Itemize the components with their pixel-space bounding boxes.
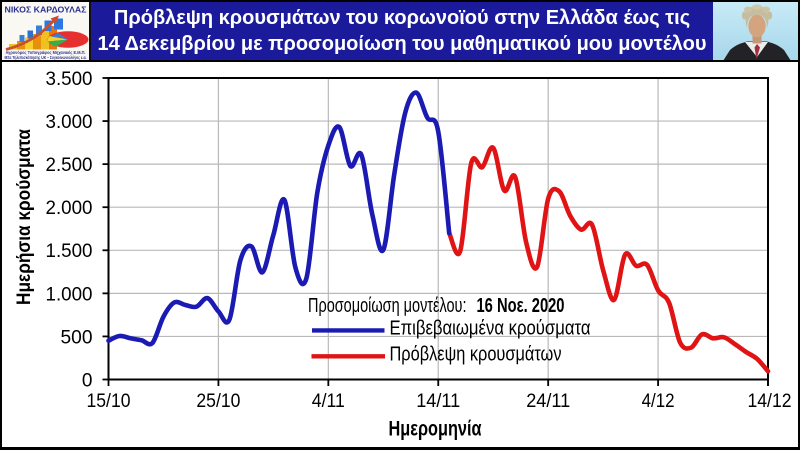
svg-text:25/10: 25/10	[196, 391, 240, 412]
svg-text:3.000: 3.000	[46, 112, 93, 133]
svg-text:24/11: 24/11	[526, 391, 570, 412]
svg-text:16 Νοε. 2020: 16 Νοε. 2020	[477, 295, 565, 317]
svg-text:ΝΙΚΟΣ ΚΑΡΔΟΥΛΑΣ: ΝΙΚΟΣ ΚΑΡΔΟΥΛΑΣ	[5, 6, 87, 15]
svg-text:Ημερήσια κρούσματα: Ημερήσια κρούσματα	[14, 129, 35, 305]
svg-text:2.500: 2.500	[46, 155, 93, 176]
svg-text:15/10: 15/10	[87, 391, 131, 412]
svg-text:0: 0	[82, 370, 93, 391]
svg-text:MSc Τηλεπισκόπησης UK – Συγκοι: MSc Τηλεπισκόπησης UK – Συγκοινωνιολόγος…	[5, 55, 87, 60]
svg-text:1.000: 1.000	[46, 284, 93, 305]
svg-text:1.500: 1.500	[46, 241, 93, 262]
svg-text:500: 500	[61, 327, 93, 348]
svg-text:Αγρονόμος Τοπογράφος Μηχανικός: Αγρονόμος Τοπογράφος Μηχανικός Ε.Μ.Π.	[6, 50, 86, 56]
svg-text:14/12: 14/12	[748, 391, 792, 412]
svg-text:Πρόβλεψη κρουσμάτων: Πρόβλεψη κρουσμάτων	[390, 343, 562, 365]
svg-text:4/12: 4/12	[642, 391, 675, 412]
svg-text:4/11: 4/11	[312, 391, 345, 412]
svg-text:Προσομοίωση μοντέλου:: Προσομοίωση μοντέλου:	[308, 295, 467, 317]
svg-text:Επιβεβαιωμένα κρούσματα: Επιβεβαιωμένα κρούσματα	[390, 318, 591, 340]
svg-text:3.500: 3.500	[46, 69, 93, 90]
svg-text:Ημερομηνία: Ημερομηνία	[389, 418, 482, 441]
svg-text:2.000: 2.000	[46, 198, 93, 219]
svg-text:14/11: 14/11	[416, 391, 460, 412]
